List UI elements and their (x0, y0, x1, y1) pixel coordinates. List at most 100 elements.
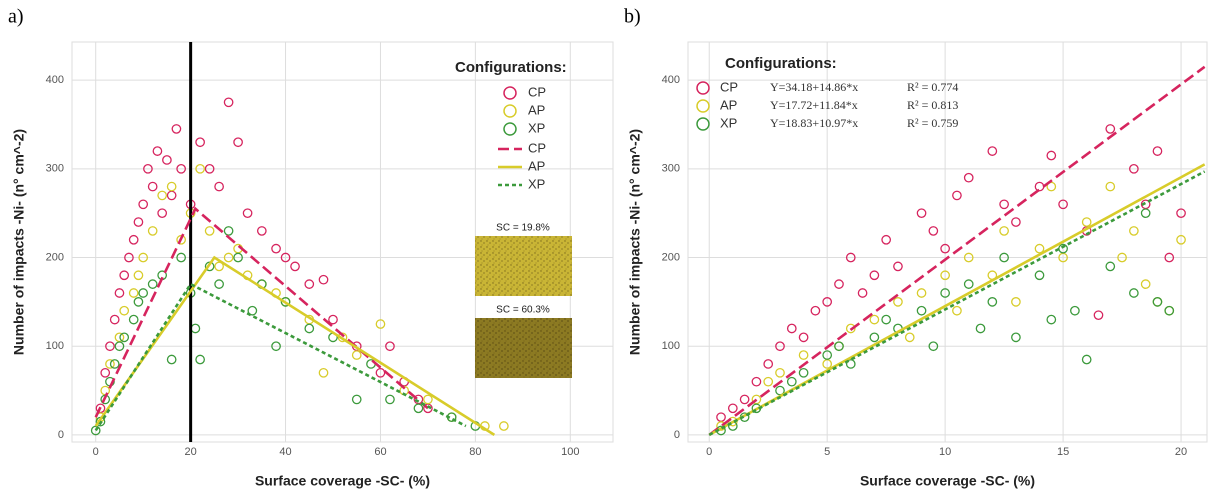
legend-r2: R² = 0.813 (907, 98, 958, 112)
x-tick-label: 0 (93, 446, 99, 458)
data-point (280, 297, 291, 307)
fit-line (708, 65, 1206, 436)
data-point (751, 376, 762, 387)
data-point (999, 199, 1009, 210)
x-tick-label: 15 (1057, 446, 1069, 458)
data-point (138, 288, 149, 298)
data-point (916, 208, 927, 219)
data-point (133, 270, 144, 281)
data-point (786, 323, 797, 334)
x-tick-label: 20 (1175, 446, 1187, 458)
data-point (810, 305, 821, 316)
x-axis-title: Surface coverage -SC- (%) (255, 473, 430, 489)
data-point (1129, 226, 1139, 236)
data-point (351, 394, 362, 405)
data-point (375, 319, 386, 329)
data-point (1058, 199, 1068, 210)
data-point (128, 288, 139, 298)
y-tick-label: 100 (662, 340, 680, 352)
y-axis-title: Number of impacts -Ni- (n° cm^-2) (11, 129, 27, 355)
data-point (845, 323, 856, 334)
data-point (423, 394, 433, 405)
data-point (1164, 305, 1175, 316)
data-point (171, 124, 182, 134)
data-point (124, 252, 134, 263)
data-point (413, 403, 424, 414)
data-point (1176, 208, 1186, 219)
data-point (1105, 181, 1116, 192)
data-point (775, 367, 785, 378)
data-point (176, 252, 186, 263)
data-point (304, 279, 315, 289)
data-point (100, 367, 111, 378)
data-point (162, 155, 172, 165)
legend-label: XP (528, 176, 545, 191)
legend-equation: Y=34.18+14.86*x (770, 80, 858, 94)
data-point (247, 305, 258, 316)
data-point (1093, 310, 1104, 321)
inset-label: SC = 19.8% (496, 223, 550, 234)
data-point (822, 297, 833, 307)
x-tick-label: 80 (469, 446, 481, 458)
data-point (857, 288, 868, 298)
fit-line (94, 206, 429, 418)
legend-equation: Y=18.83+10.97*x (770, 116, 858, 130)
data-point (128, 314, 139, 325)
data-point (114, 288, 125, 298)
legend-marker (696, 81, 710, 95)
data-point (195, 137, 205, 148)
data-point (223, 252, 234, 263)
y-tick-label: 400 (662, 74, 680, 86)
y-tick-label: 100 (46, 340, 64, 352)
data-point (999, 252, 1009, 263)
y-tick-label: 400 (46, 74, 64, 86)
data-point (318, 274, 329, 285)
data-point (233, 252, 243, 263)
data-point (1034, 243, 1045, 254)
data-point (798, 332, 809, 343)
data-point (1140, 279, 1151, 289)
plot-area (687, 41, 1208, 443)
data-point (798, 350, 809, 360)
legend-label: CP (528, 84, 546, 99)
data-point (1011, 297, 1021, 307)
x-axis-title: Surface coverage -SC- (%) (860, 473, 1035, 489)
data-point (940, 270, 950, 281)
legend-label: XP (720, 115, 737, 130)
data-point (109, 359, 120, 369)
data-point (328, 314, 338, 325)
data-point (763, 376, 774, 387)
data-point (940, 243, 950, 254)
data-point (834, 279, 844, 289)
data-point (280, 252, 291, 263)
data-point (385, 394, 395, 405)
data-point (119, 305, 130, 316)
data-point (963, 252, 974, 263)
data-point (166, 354, 177, 365)
data-point (1152, 297, 1163, 307)
data-point (176, 163, 186, 174)
data-point (90, 425, 101, 436)
legend-label: AP (528, 102, 545, 117)
data-point (916, 305, 927, 316)
data-point (214, 181, 224, 192)
data-point (147, 279, 158, 289)
data-point (940, 288, 950, 298)
data-point (727, 403, 738, 414)
data-point (1081, 354, 1092, 365)
data-point (822, 350, 833, 360)
legend-equation: Y=17.72+11.84*x (770, 98, 858, 112)
data-point (952, 190, 962, 201)
data-point (133, 297, 144, 307)
data-point (128, 234, 139, 245)
legend-label: XP (528, 120, 545, 135)
x-tick-label: 60 (374, 446, 386, 458)
data-point (157, 208, 168, 219)
data-point (114, 341, 125, 352)
data-point (242, 208, 253, 219)
inset-texture (475, 318, 572, 378)
y-tick-label: 300 (662, 163, 680, 175)
data-point (147, 226, 158, 236)
data-point (157, 190, 168, 201)
